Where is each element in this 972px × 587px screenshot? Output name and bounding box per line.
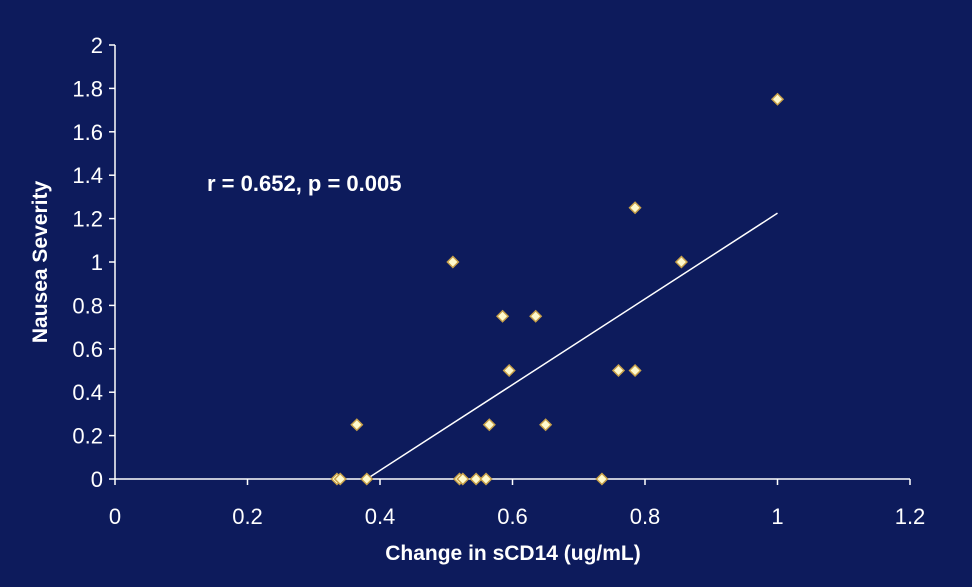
x-tick-label: 0.4 [365, 504, 396, 529]
data-point [456, 472, 470, 486]
data-point [360, 472, 374, 486]
data-point [529, 309, 543, 323]
data-point [770, 92, 785, 106]
y-tick-label: 0 [91, 467, 103, 492]
x-tick-label: 0 [109, 504, 121, 529]
data-point [674, 255, 688, 269]
y-tick-label: 0.8 [72, 293, 103, 318]
y-tick-label: 1.8 [72, 76, 103, 101]
ticks: 0 0.2 0.4 0.6 0.8 1 1.2 1.4 1.6 1.8 2 0 0.2 0.4 0.6 0.8… [72, 33, 925, 529]
data-points [330, 92, 785, 486]
y-axis-title: Nausea Severity [29, 181, 52, 344]
data-point [482, 418, 496, 432]
x-tick-label: 0.8 [630, 504, 661, 529]
y-tick-label: 1.2 [72, 207, 103, 232]
x-tick-label: 0.2 [232, 504, 263, 529]
data-point [628, 363, 642, 378]
correlation-annotation: r = 0.652, p = 0.005 [207, 171, 401, 196]
data-point [446, 255, 460, 269]
x-tick-label: 1 [771, 504, 783, 529]
data-point [611, 363, 626, 378]
data-point [479, 472, 493, 486]
y-tick-label: 0.6 [72, 337, 103, 362]
y-tick-label: 0.2 [72, 424, 103, 449]
axes [114, 45, 910, 480]
data-point [595, 472, 609, 486]
data-point [628, 201, 642, 215]
data-point [502, 363, 516, 378]
data-point [469, 472, 483, 486]
y-tick-label: 1 [91, 250, 103, 275]
x-tick-label: 1.2 [895, 504, 926, 529]
trendline-group [366, 212, 778, 480]
data-point [539, 418, 553, 432]
y-tick-label: 1.4 [72, 163, 103, 188]
x-tick-label: 0.6 [497, 504, 528, 529]
data-point [496, 309, 510, 323]
data-point [350, 418, 364, 432]
y-tick-label: 0.4 [72, 380, 103, 405]
trendline [366, 212, 778, 480]
x-axis-title: Change in sCD14 (ug/mL) [385, 542, 641, 565]
y-tick-label: 1.6 [72, 120, 103, 145]
data-point [333, 472, 347, 486]
y-tick-label: 2 [91, 33, 103, 58]
